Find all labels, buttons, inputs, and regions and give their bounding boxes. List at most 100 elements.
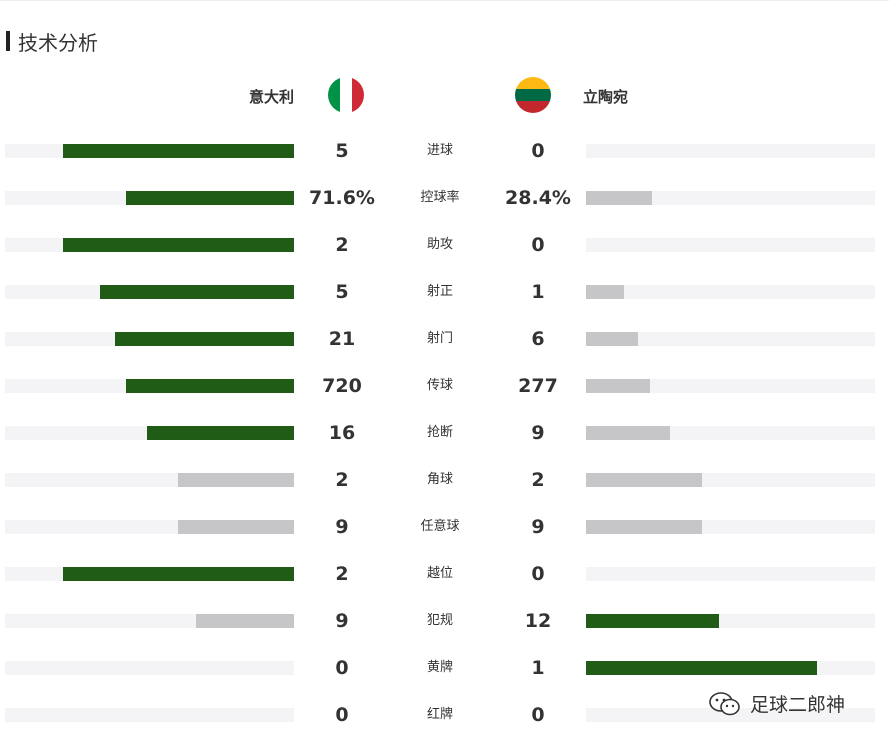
home-stat-value: 16	[328, 422, 356, 444]
away-bar-fill	[586, 285, 624, 299]
home-team-name: 意大利	[249, 88, 295, 106]
section-header: 技术分析	[6, 29, 98, 55]
stat-row: 2 角球 2	[0, 465, 889, 495]
home-stat-value: 0	[335, 704, 349, 726]
home-stat-value: 2	[335, 234, 349, 256]
home-stat-value: 9	[335, 516, 349, 538]
stat-label: 助攻	[426, 237, 453, 252]
stat-label: 黄牌	[426, 660, 453, 675]
stat-row: 9 任意球 9	[0, 512, 889, 542]
away-bar-track	[586, 473, 875, 487]
away-stat-value: 1	[531, 281, 545, 303]
home-stat-value: 21	[328, 328, 356, 350]
away-bar-fill	[586, 520, 702, 534]
flag-stripe	[515, 89, 551, 101]
stat-row: 5 射正 1	[0, 277, 889, 307]
away-stat-value: 2	[531, 469, 545, 491]
home-bar-fill	[126, 379, 294, 393]
away-bar-track	[586, 426, 875, 440]
home-bar-track	[5, 473, 294, 487]
stat-label: 进球	[426, 143, 453, 158]
stat-row: 16 抢断 9	[0, 418, 889, 448]
home-stat-value: 9	[335, 610, 349, 632]
italy-flag-icon	[328, 77, 364, 113]
section-title: 技术分析	[18, 30, 98, 55]
home-bar-track	[5, 379, 294, 393]
home-bar-fill	[126, 191, 294, 205]
home-bar-fill	[62, 238, 294, 252]
home-bar-track	[5, 332, 294, 346]
home-bar-track	[5, 520, 294, 534]
away-bar-track	[586, 567, 875, 581]
away-bar-track	[586, 238, 875, 252]
away-team-name: 立陶宛	[583, 88, 629, 106]
home-stat-value: 2	[335, 563, 349, 585]
stat-row: 720 传球 277	[0, 371, 889, 401]
away-stat-value: 12	[524, 610, 552, 632]
wechat-icon	[709, 691, 740, 715]
home-stat-value: 720	[322, 375, 362, 397]
home-bar-track	[5, 661, 294, 675]
stat-row: 2 越位 0	[0, 559, 889, 589]
stat-row: 2 助攻 0	[0, 230, 889, 260]
home-bar-fill	[195, 614, 294, 628]
watermark-text: 足球二郎神	[750, 694, 846, 716]
lithuania-flag-icon	[515, 77, 551, 113]
away-bar-fill	[586, 661, 818, 675]
away-bar-fill	[586, 614, 719, 628]
away-bar-fill	[586, 473, 702, 487]
home-bar-fill	[100, 285, 294, 299]
away-stat-value: 6	[531, 328, 545, 350]
away-bar-track	[586, 191, 875, 205]
away-stat-value: 9	[531, 422, 545, 444]
away-bar-track	[586, 661, 875, 675]
home-bar-fill	[178, 473, 294, 487]
home-stat-value: 2	[335, 469, 349, 491]
stat-row: 9 犯规 12	[0, 606, 889, 636]
away-bar-fill	[586, 426, 670, 440]
home-bar-fill	[114, 332, 294, 346]
stat-label: 射正	[426, 284, 453, 299]
stat-label: 控球率	[420, 190, 460, 205]
away-bar-track	[586, 285, 875, 299]
away-bar-track	[586, 708, 875, 722]
away-bar-track	[586, 144, 875, 158]
away-stat-value: 28.4%	[505, 187, 571, 209]
away-stat-value: 277	[518, 375, 558, 397]
flag-stripe	[328, 77, 340, 113]
home-bar-track	[5, 614, 294, 628]
home-bar-track	[5, 567, 294, 581]
home-bar-track	[5, 144, 294, 158]
flag-stripe	[515, 77, 551, 89]
stat-row: 0 红牌 0	[0, 700, 889, 730]
away-bar-track	[586, 520, 875, 534]
away-stat-value: 0	[531, 140, 545, 162]
home-bar-track	[5, 708, 294, 722]
home-bar-fill	[62, 144, 294, 158]
away-stat-value: 0	[531, 704, 545, 726]
watermark: 足球二郎神	[708, 690, 845, 717]
stat-row: 0 黄牌 1	[0, 653, 889, 683]
away-bar-fill	[586, 191, 653, 205]
away-bar-fill	[586, 332, 639, 346]
stat-label: 犯规	[426, 613, 453, 628]
stat-label: 传球	[426, 378, 453, 393]
stat-label: 红牌	[426, 707, 453, 722]
away-bar-track	[586, 614, 875, 628]
home-bar-fill	[146, 426, 294, 440]
away-bar-track	[586, 332, 875, 346]
home-bar-track	[5, 285, 294, 299]
home-stat-value: 0	[335, 657, 349, 679]
home-bar-track	[5, 238, 294, 252]
stat-row: 21 射门 6	[0, 324, 889, 354]
home-stat-value: 71.6%	[309, 187, 375, 209]
home-stat-value: 5	[335, 140, 349, 162]
stat-label: 射门	[426, 331, 453, 346]
home-bar-fill	[62, 567, 294, 581]
flag-stripe	[352, 77, 364, 113]
stat-label: 越位	[426, 566, 453, 581]
flag-stripe	[515, 101, 551, 113]
flag-stripe	[340, 77, 352, 113]
away-stat-value: 0	[531, 234, 545, 256]
away-stat-value: 1	[531, 657, 545, 679]
